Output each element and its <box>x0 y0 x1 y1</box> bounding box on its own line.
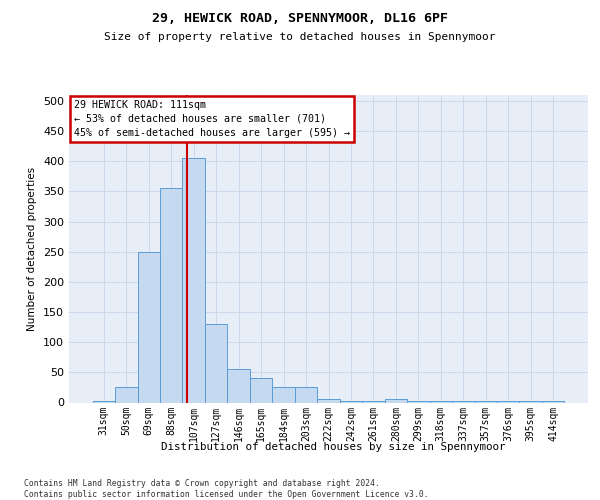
Bar <box>250 378 272 402</box>
Bar <box>295 388 317 402</box>
Bar <box>182 158 205 402</box>
Bar <box>340 400 362 402</box>
Text: Contains public sector information licensed under the Open Government Licence v3: Contains public sector information licen… <box>24 490 428 499</box>
Text: Size of property relative to detached houses in Spennymoor: Size of property relative to detached ho… <box>104 32 496 42</box>
Text: 29 HEWICK ROAD: 111sqm
← 53% of detached houses are smaller (701)
45% of semi-de: 29 HEWICK ROAD: 111sqm ← 53% of detached… <box>74 100 350 138</box>
Bar <box>317 400 340 402</box>
Bar <box>137 252 160 402</box>
Bar <box>205 324 227 402</box>
Bar <box>497 400 520 402</box>
Bar <box>115 388 137 402</box>
Bar <box>542 400 565 402</box>
Bar <box>362 400 385 402</box>
Bar <box>430 400 452 402</box>
Text: Distribution of detached houses by size in Spennymoor: Distribution of detached houses by size … <box>161 442 505 452</box>
Y-axis label: Number of detached properties: Number of detached properties <box>28 166 37 331</box>
Text: 29, HEWICK ROAD, SPENNYMOOR, DL16 6PF: 29, HEWICK ROAD, SPENNYMOOR, DL16 6PF <box>152 12 448 26</box>
Bar <box>160 188 182 402</box>
Bar <box>407 400 430 402</box>
Text: Contains HM Land Registry data © Crown copyright and database right 2024.: Contains HM Land Registry data © Crown c… <box>24 479 380 488</box>
Bar <box>227 370 250 402</box>
Bar <box>272 388 295 402</box>
Bar <box>92 400 115 402</box>
Bar <box>385 400 407 402</box>
Bar <box>452 400 475 402</box>
